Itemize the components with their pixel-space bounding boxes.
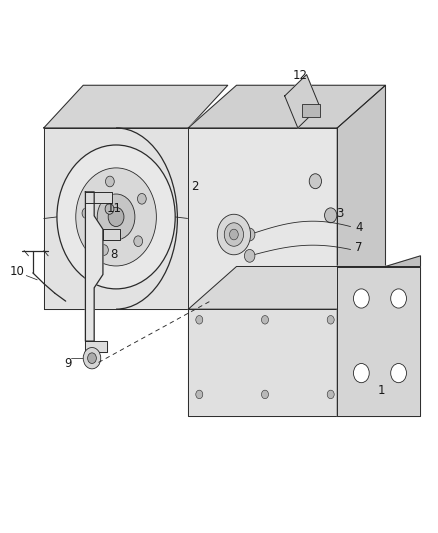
Polygon shape [85, 192, 103, 341]
Polygon shape [337, 266, 420, 416]
Circle shape [83, 348, 101, 369]
Text: 10: 10 [10, 265, 25, 278]
Polygon shape [85, 341, 107, 352]
Circle shape [391, 364, 406, 383]
Circle shape [309, 174, 321, 189]
Polygon shape [188, 266, 385, 309]
Circle shape [97, 194, 135, 240]
Circle shape [106, 176, 114, 187]
Circle shape [196, 316, 203, 324]
Circle shape [244, 228, 255, 241]
Circle shape [138, 193, 146, 204]
Polygon shape [188, 128, 337, 309]
Circle shape [391, 289, 406, 308]
Circle shape [244, 249, 255, 262]
Polygon shape [337, 85, 385, 309]
Circle shape [217, 214, 251, 255]
Circle shape [230, 229, 238, 240]
Text: 2: 2 [191, 180, 199, 193]
Text: 11: 11 [106, 203, 121, 215]
Circle shape [76, 168, 156, 266]
Circle shape [196, 390, 203, 399]
Circle shape [88, 353, 96, 364]
Bar [302, 104, 320, 117]
Circle shape [82, 208, 91, 219]
Circle shape [224, 223, 244, 246]
Polygon shape [188, 85, 385, 128]
Text: 1: 1 [377, 384, 385, 397]
Circle shape [105, 204, 114, 214]
Polygon shape [85, 192, 112, 203]
Circle shape [353, 289, 369, 308]
Polygon shape [103, 229, 120, 240]
Polygon shape [188, 309, 337, 416]
Circle shape [99, 245, 108, 255]
Circle shape [261, 316, 268, 324]
Circle shape [134, 236, 143, 247]
Circle shape [353, 364, 369, 383]
Circle shape [57, 145, 175, 289]
Circle shape [327, 390, 334, 399]
Text: 7: 7 [355, 241, 363, 254]
Text: 12: 12 [293, 69, 307, 82]
Polygon shape [285, 75, 320, 128]
Polygon shape [337, 266, 385, 416]
Text: 4: 4 [355, 221, 363, 234]
Polygon shape [337, 256, 420, 266]
Circle shape [261, 390, 268, 399]
Circle shape [327, 316, 334, 324]
Circle shape [325, 208, 337, 223]
Text: 3: 3 [336, 207, 343, 220]
Polygon shape [44, 128, 188, 309]
Text: 8: 8 [110, 248, 117, 261]
Polygon shape [44, 85, 228, 128]
Circle shape [108, 207, 124, 227]
Text: 9: 9 [64, 357, 72, 370]
